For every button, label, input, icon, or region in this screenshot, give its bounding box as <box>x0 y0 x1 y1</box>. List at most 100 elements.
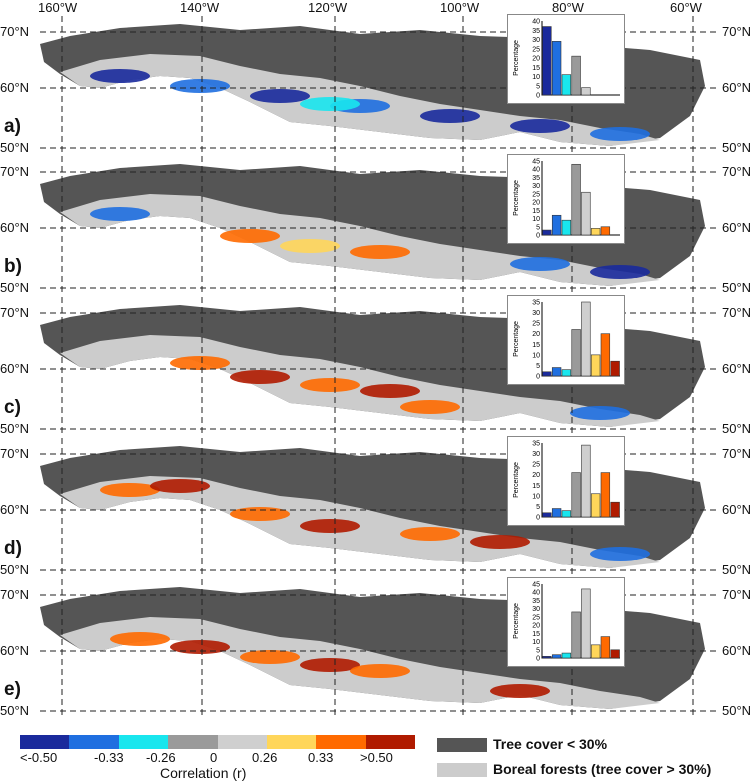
correlation-patch <box>490 684 550 698</box>
inset-bar <box>600 636 611 659</box>
inset-bar <box>561 219 572 236</box>
inset-y-tick: 20 <box>532 472 540 479</box>
colorbar-cell <box>217 735 267 749</box>
lat-label-south-left: 50°N <box>0 703 30 718</box>
inset-bar <box>600 226 611 236</box>
lat-label-north-right: 70°N <box>722 446 752 461</box>
lat-label-north-right: 70°N <box>722 587 752 602</box>
map-d <box>40 438 720 578</box>
inset-bar <box>600 333 611 377</box>
colorbar-tick-label: -0.33 <box>94 750 124 765</box>
inset-y-label: Percentage <box>513 603 520 639</box>
correlation-patch <box>220 229 280 243</box>
panel-label: e) <box>4 679 21 700</box>
inset-y-tick: 0 <box>536 656 540 663</box>
inset-y-tick: 15 <box>532 65 540 72</box>
lat-label-mid-right: 60°N <box>722 80 752 95</box>
lon-140w: 140°W <box>180 0 220 15</box>
inset-y-tick: 30 <box>532 37 540 44</box>
inset-y-tick: 20 <box>532 623 540 630</box>
inset-bar <box>542 656 552 659</box>
inset-bar <box>551 214 562 236</box>
colorbar-tick-label: 0.26 <box>252 750 278 765</box>
correlation-patch <box>110 632 170 646</box>
inset-bar <box>571 163 581 236</box>
inset-y-tick: 25 <box>532 321 540 328</box>
legend-swatch-dark <box>437 738 487 752</box>
lat-label-mid-left: 60°N <box>0 80 30 95</box>
inset-axes <box>541 21 620 96</box>
inset-bar <box>571 329 581 377</box>
histogram-inset: 45 40 35 30 25 20 15 10 5 0 Percentage <box>507 577 625 667</box>
inset-y-tick: 25 <box>532 191 540 198</box>
inset-y-tick: 35 <box>532 28 540 35</box>
colorbar: <-0.50 -0.33 -0.26 0 0.26 0.33 >0.50 Correlati… <box>20 735 430 783</box>
colorbar-cell <box>365 735 415 749</box>
inset-y-tick: 40 <box>532 590 540 597</box>
inset-y-tick: 35 <box>532 441 540 448</box>
correlation-patch <box>250 89 310 103</box>
inset-y-tick: 10 <box>532 493 540 500</box>
correlation-patch <box>590 265 650 279</box>
colorbar-cell <box>20 735 70 749</box>
panel-label: a) <box>4 116 21 137</box>
colorbar-tick-label: -0.26 <box>146 750 176 765</box>
histogram-inset: 45 40 35 30 25 20 15 10 5 0 Percentage <box>507 154 625 244</box>
inset-y-tick: 0 <box>536 93 540 100</box>
lat-label-south-left: 50°N <box>0 421 30 436</box>
lat-label-south-right: 50°N <box>722 280 752 295</box>
colorbar-tick-label: >0.50 <box>360 750 393 765</box>
histogram-inset: 40 35 30 25 20 15 10 5 0 Percentage <box>507 14 625 104</box>
correlation-patch <box>280 239 340 253</box>
lat-label-mid-right: 60°N <box>722 643 752 658</box>
correlation-patch <box>300 378 360 392</box>
inset-bar <box>610 649 620 659</box>
inset-y-tick: 20 <box>532 331 540 338</box>
lat-label-mid-left: 60°N <box>0 361 30 376</box>
correlation-patch <box>90 207 150 221</box>
inset-bar <box>581 191 591 236</box>
inset-bar <box>590 644 601 659</box>
correlation-patch <box>510 119 570 133</box>
lat-label-mid-left: 60°N <box>0 220 30 235</box>
inset-y-tick: 25 <box>532 46 540 53</box>
colorbar-cell <box>118 735 169 749</box>
inset-bar <box>561 369 572 377</box>
colorbar-cell <box>69 735 119 749</box>
correlation-patch <box>240 650 300 664</box>
lat-label-south-right: 50°N <box>722 421 752 436</box>
correlation-patch <box>400 527 460 541</box>
correlation-patch <box>300 97 360 111</box>
inset-y-tick: 30 <box>532 310 540 317</box>
inset-bar <box>590 354 601 377</box>
inset-y-tick: 30 <box>532 451 540 458</box>
correlation-patch <box>230 507 290 521</box>
lon-160w: 160°W <box>38 0 78 15</box>
inset-y-tick: 25 <box>532 614 540 621</box>
map-e <box>40 579 720 719</box>
inset-bar <box>590 228 601 236</box>
lat-label-mid-right: 60°N <box>722 220 752 235</box>
lat-label-south-right: 50°N <box>722 562 752 577</box>
inset-y-label: Percentage <box>513 462 520 498</box>
lat-label-north-left: 70°N <box>0 164 30 179</box>
correlation-patch <box>300 519 360 533</box>
inset-bar <box>542 371 552 377</box>
inset-bar <box>581 301 591 377</box>
inset-y-tick: 5 <box>536 363 540 370</box>
inset-bar <box>581 444 591 518</box>
inset-y-tick: 40 <box>532 19 540 26</box>
inset-y-label: Percentage <box>513 321 520 357</box>
inset-y-tick: 40 <box>532 167 540 174</box>
inset-y-tick: 5 <box>536 224 540 231</box>
landcover-legend: Tree cover < 30% Boreal forests (tree co… <box>437 736 756 782</box>
inset-y-tick: 45 <box>532 582 540 589</box>
inset-bar <box>551 508 562 518</box>
panel-label: d) <box>4 538 22 559</box>
correlation-patch <box>590 547 650 561</box>
inset-bar <box>581 87 591 96</box>
inset-bar <box>561 652 572 659</box>
inset-bar <box>542 512 552 518</box>
lat-label-south-right: 50°N <box>722 703 752 718</box>
panel-d: 70°N 70°N 60°N 60°N 50°N 50°N d) 35 30 25 20 15 10 5 0… <box>0 436 756 578</box>
